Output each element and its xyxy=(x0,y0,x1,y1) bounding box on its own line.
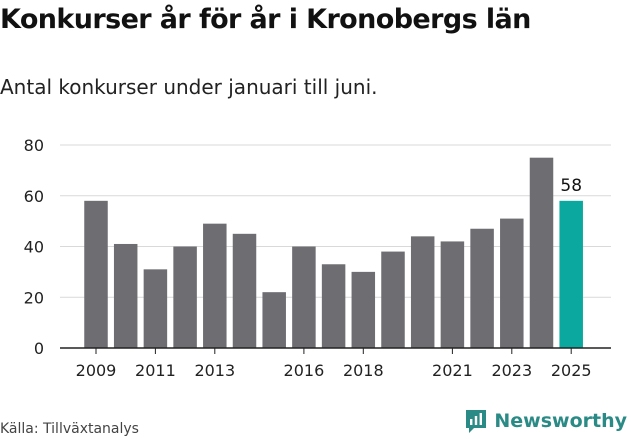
x-tick-label: 2021 xyxy=(432,361,473,380)
chart-bar xyxy=(173,246,197,348)
chart-bar xyxy=(500,218,524,348)
bar-chart: 0 20 40 60 80 2009 2011 2013 2016 2018 2021 2023 202… xyxy=(24,136,611,380)
x-tick-label: 2011 xyxy=(135,361,176,380)
chart-bar xyxy=(529,157,554,348)
source-note: Källa: Tillväxtanalys xyxy=(0,421,139,437)
y-tick-label: 60 xyxy=(24,187,44,206)
chart-subtitle: Antal konkurser under januari till juni. xyxy=(0,75,378,99)
x-tick-label: 2009 xyxy=(76,361,117,380)
chart-bar xyxy=(351,271,376,348)
chart-bar xyxy=(381,251,405,348)
y-tick-label: 40 xyxy=(24,238,44,257)
y-tick-label: 20 xyxy=(24,288,44,307)
chart-bar xyxy=(143,269,168,348)
brand-name: Newsworthy xyxy=(494,410,627,432)
y-tick-label: 80 xyxy=(24,136,44,155)
chart-bar xyxy=(84,200,108,348)
chart-bar xyxy=(292,246,316,348)
newsworthy-logo-icon xyxy=(466,410,487,433)
chart-bar xyxy=(470,228,494,348)
x-tick-label: 2013 xyxy=(194,361,235,380)
chart-bar xyxy=(321,264,346,348)
chart-bar xyxy=(232,233,257,348)
chart-bar xyxy=(203,223,227,348)
x-tick-label: 2025 xyxy=(551,361,592,380)
brand-logo: Newsworthy xyxy=(464,408,627,434)
y-tick-label: 0 xyxy=(34,339,44,358)
chart-bar xyxy=(440,241,465,348)
chart-bar xyxy=(262,292,286,348)
chart-bar xyxy=(410,236,435,348)
data-label-highlight: 58 xyxy=(560,176,582,196)
x-tick-label: 2016 xyxy=(284,361,325,380)
chart-title: Konkurser år för år i Kronobergs län xyxy=(0,4,531,35)
x-tick-label: 2023 xyxy=(491,361,532,380)
chart-bar-highlight xyxy=(559,200,583,348)
chart-bar xyxy=(113,243,138,348)
x-tick-label: 2018 xyxy=(343,361,384,380)
